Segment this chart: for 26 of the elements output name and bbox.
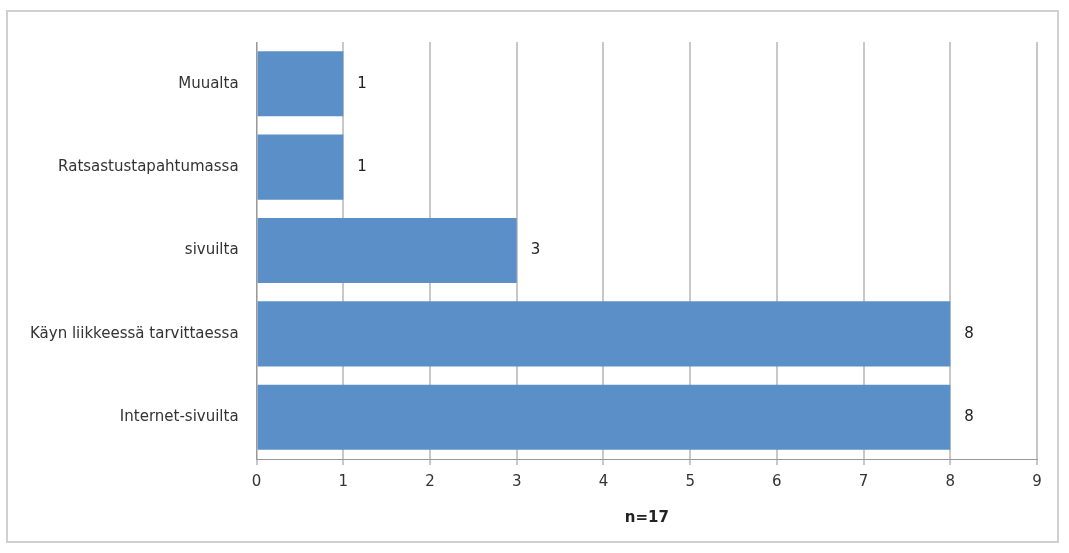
data-label: 1 <box>357 73 367 92</box>
bar <box>257 217 517 284</box>
y-tick-label: Internet-sivuilta <box>119 407 239 426</box>
x-tick-label: 4 <box>598 471 609 490</box>
y-tick-label: Ratsastustapahtumassa <box>58 156 239 175</box>
x-tick-label: 6 <box>772 471 782 490</box>
x-tick-label: 7 <box>858 471 869 490</box>
data-label: 1 <box>357 156 367 175</box>
bar <box>257 51 344 117</box>
y-tick-label: Muualta <box>178 73 239 92</box>
x-tick-label: 3 <box>511 471 522 490</box>
data-label: 8 <box>964 323 974 342</box>
x-tick-label: 9 <box>1032 471 1042 490</box>
bar <box>257 384 951 450</box>
data-label: 8 <box>964 407 974 426</box>
bar <box>257 301 951 367</box>
x-tick-label: 8 <box>945 471 956 490</box>
x-tick-label: 0 <box>251 471 262 490</box>
data-label: 3 <box>530 240 541 259</box>
x-tick-label: 5 <box>685 471 695 490</box>
bar <box>257 134 344 200</box>
y-tick-label: sivuilta <box>184 240 239 259</box>
x-tick-label: 2 <box>425 471 435 490</box>
x-axis-title: n=17 <box>624 507 669 526</box>
y-tick-label: Käyn liikkeessä tarvittaessa <box>30 323 239 342</box>
x-tick-label: 1 <box>338 471 349 490</box>
